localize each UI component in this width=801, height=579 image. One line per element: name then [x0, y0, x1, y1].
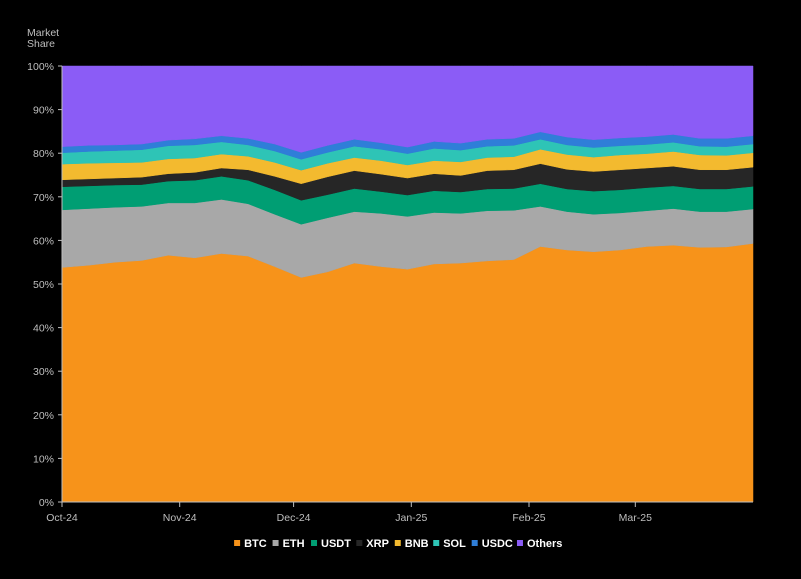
legend-swatch: [311, 540, 318, 546]
legend: BTC ETH USDT XRP BNB SOL USDC Others: [234, 538, 562, 550]
legend-label: USDC: [482, 538, 513, 550]
legend-label: XRP: [366, 538, 389, 550]
y-tick-label: 80%: [33, 148, 54, 160]
y-tick-label: 90%: [33, 105, 54, 117]
x-tick-label: Mar-25: [619, 512, 652, 524]
x-tick-label: Feb-25: [512, 512, 545, 524]
legend-label: BTC: [244, 538, 267, 550]
stacked-areas: [61, 65, 754, 503]
legend-label: USDT: [321, 538, 351, 550]
legend-label: BNB: [405, 538, 429, 550]
x-tick-label: Oct-24: [46, 512, 78, 524]
y-tick-label: 100%: [27, 61, 54, 73]
y-tick-label: 30%: [33, 366, 54, 378]
legend-swatch: [356, 540, 363, 546]
y-tick-label: 50%: [33, 279, 54, 291]
x-tick-label: Nov-24: [163, 512, 197, 524]
x-tick-label: Jan-25: [395, 512, 427, 524]
y-tick-label: 60%: [33, 235, 54, 247]
legend-swatch: [471, 540, 478, 546]
y-axis-title-line-1: Market: [27, 27, 59, 39]
legend-item-sol: SOL: [433, 538, 466, 550]
y-tick-label: 70%: [33, 192, 54, 204]
y-axis: 0% 10% 20% 30% 40% 50% 60% 70% 80% 90% 100%: [27, 61, 63, 509]
legend-label: SOL: [443, 538, 466, 550]
legend-item-others: Others: [516, 538, 562, 550]
y-axis-title: Market Share: [27, 27, 59, 50]
y-tick-label: 0%: [39, 497, 54, 509]
legend-item-bnb: BNB: [394, 538, 429, 550]
legend-label: ETH: [283, 538, 305, 550]
area-others: [61, 65, 754, 153]
x-axis: Oct-24 Nov-24 Dec-24 Jan-25 Feb-25 Mar-25: [46, 501, 753, 524]
legend-item-eth: ETH: [272, 538, 305, 550]
y-tick-label: 40%: [33, 323, 54, 335]
y-tick-label: 20%: [33, 410, 54, 422]
x-tick-label: Dec-24: [277, 512, 311, 524]
legend-label: Others: [527, 538, 562, 550]
legend-item-btc: BTC: [234, 538, 267, 550]
legend-swatch: [516, 540, 523, 546]
legend-swatch: [272, 540, 279, 546]
legend-swatch: [433, 540, 440, 546]
legend-swatch: [234, 540, 241, 546]
y-tick-label: 10%: [33, 453, 54, 465]
legend-swatch: [394, 540, 401, 546]
legend-item-usdc: USDC: [471, 538, 513, 550]
y-axis-title-line-2: Share: [27, 38, 55, 50]
area-btc: [61, 243, 754, 503]
legend-item-usdt: USDT: [311, 538, 351, 550]
legend-item-xrp: XRP: [356, 538, 389, 550]
